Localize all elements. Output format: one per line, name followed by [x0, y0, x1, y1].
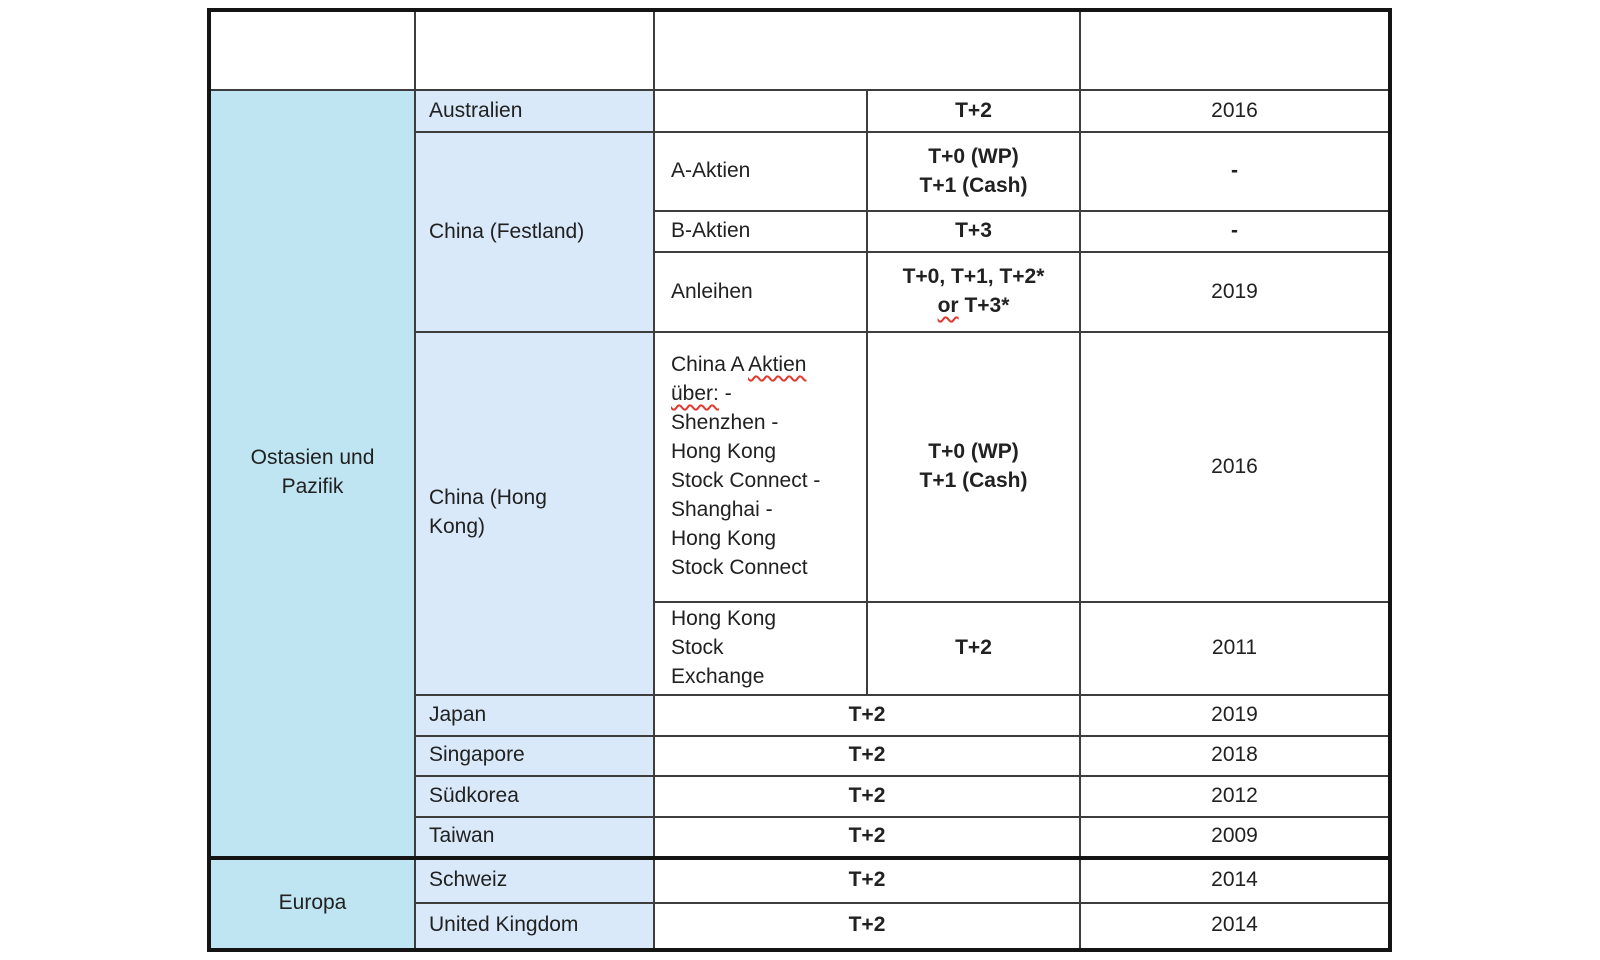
cell-value-b-aktien: T+3 — [866, 210, 1081, 253]
cell-date-suedkorea: 2012 — [1079, 774, 1391, 818]
row-china-festland-b-aktien: B-Aktien T+3 - — [209, 210, 1391, 253]
row-singapore: Singapore T+2 2018 — [209, 734, 1391, 777]
header-land: Land — [414, 9, 655, 91]
cell-value-taiwan: T+2 — [653, 815, 1081, 859]
table-header-row: Region Land Settlementzyklus Einführungs… — [208, 9, 1391, 91]
cell-date-b-aktien: - — [1079, 210, 1391, 253]
cell-date-japan: 2019 — [1079, 693, 1391, 737]
row-united-kingdom: United Kingdom T+2 2014 — [209, 901, 1391, 951]
cell-date-united-kingdom: 2014 — [1079, 901, 1391, 951]
header-settlement: Settlementzyklus — [653, 9, 1081, 91]
cell-date-schweiz: 2014 — [1079, 855, 1391, 904]
cell-land-taiwan: Taiwan — [414, 815, 655, 859]
cell-value-hkse: T+2 — [866, 601, 1081, 696]
cell-instrument-hkse: Hong Kong Stock Exchange — [653, 601, 868, 696]
cell-land-suedkorea: Südkorea — [414, 774, 655, 818]
cell-region-ostasien: Ostasien und Pazifik — [208, 89, 416, 859]
cell-value-schweiz: T+2 — [653, 855, 1081, 904]
cell-instrument-a-aktien: A-Aktien — [653, 131, 868, 212]
row-china-festland-anleihen: Anleihen T+0, T+1, T+2* or T+3* 2019 — [209, 251, 1391, 333]
cell-land-united-kingdom: United Kingdom — [414, 901, 655, 951]
cell-date-a-aktien: - — [1079, 131, 1391, 212]
cell-land-schweiz: Schweiz — [414, 855, 655, 904]
cell-date-stock-connect: 2016 — [1079, 331, 1391, 603]
instrument-china-a-word-aktien: Aktien — [748, 353, 807, 377]
cell-value-singapore: T+2 — [653, 734, 1081, 777]
cell-instrument-china-a-aktien: China A Aktien über: - Shenzhen - Hong Kon… — [653, 331, 868, 603]
cell-region-europa: Europa — [208, 855, 416, 951]
instrument-china-a-after-ueber: - — [718, 382, 732, 406]
cell-land-singapore: Singapore — [414, 734, 655, 777]
cell-value-japan: T+2 — [653, 693, 1081, 737]
instrument-china-a-word-ueber: über: — [671, 382, 719, 406]
cell-value-anleihen: T+0, T+1, T+2* or T+3* — [866, 251, 1081, 333]
instrument-china-a-rest: Shenzhen - Hong Kong Stock Connect - Sha… — [671, 411, 821, 579]
row-suedkorea: Südkorea T+2 2012 — [209, 774, 1391, 818]
cell-value-stock-connect: T+0 (WP) T+1 (Cash) — [866, 331, 1081, 603]
cell-value-suedkorea: T+2 — [653, 774, 1081, 818]
cell-date-anleihen: 2019 — [1079, 251, 1391, 333]
value-anleihen-line2-rest: T+3* — [958, 294, 1010, 317]
cell-land-australien: Australien — [414, 89, 655, 133]
row-taiwan: Taiwan T+2 2009 — [209, 815, 1391, 859]
cell-value-united-kingdom: T+2 — [653, 901, 1081, 951]
row-australien: Ostasien und Pazifik Australien T+2 2016 — [208, 89, 1391, 859]
cell-instrument-b-aktien: B-Aktien — [653, 210, 868, 253]
settlement-cycle-table: Region Land Settlementzyklus Einführungs… — [207, 8, 1392, 952]
row-schweiz: Europa Schweiz T+2 2014 — [208, 855, 1391, 951]
row-china-hongkong-stock-connect: China (Hong Kong) China A Aktien über: - S… — [209, 331, 1391, 696]
row-japan: Japan T+2 2019 — [209, 693, 1391, 737]
cell-land-japan: Japan — [414, 693, 655, 737]
cell-date-singapore: 2018 — [1079, 734, 1391, 777]
value-anleihen-line1: T+0, T+1, T+2* — [902, 265, 1045, 289]
cell-date-taiwan: 2009 — [1079, 815, 1391, 859]
cell-value-australien: T+2 — [866, 89, 1081, 133]
cell-land-china-hongkong: China (Hong Kong) — [414, 331, 655, 696]
row-china-festland-a-aktien: China (Festland) A-Aktien T+0 (WP) T+1 (… — [209, 131, 1391, 333]
cell-date-hkse: 2011 — [1079, 601, 1391, 696]
row-hongkong-stock-exchange: Hong Kong Stock Exchange T+2 2011 — [209, 601, 1391, 696]
cell-date-australien: 2016 — [1079, 89, 1391, 133]
value-anleihen-misspelled-or: or — [937, 294, 959, 317]
header-region: Region — [208, 9, 416, 91]
header-date: Einführungsdatum der letzten Änderung — [1079, 9, 1391, 91]
instrument-china-a-prefix: China A — [671, 353, 749, 377]
cell-value-a-aktien: T+0 (WP) T+1 (Cash) — [866, 131, 1081, 212]
cell-instrument-anleihen: Anleihen — [653, 251, 868, 333]
cell-land-china-festland: China (Festland) — [414, 131, 655, 333]
cell-instrument-australien-empty — [653, 89, 868, 133]
